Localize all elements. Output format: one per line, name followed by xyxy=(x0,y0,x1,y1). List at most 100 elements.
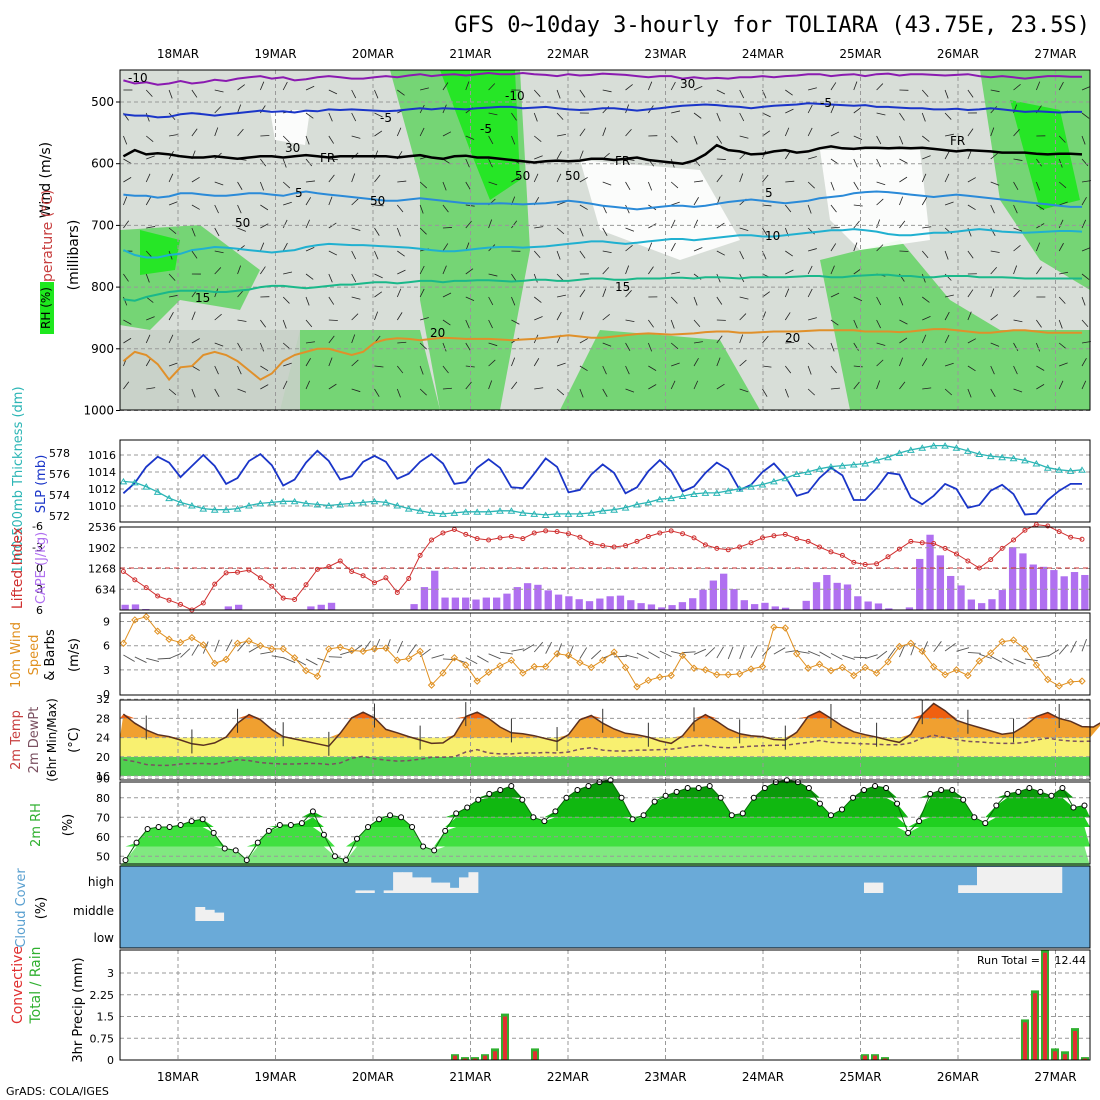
temp-hot-area xyxy=(120,703,1100,719)
wind-barb xyxy=(214,388,220,398)
wind-barb xyxy=(1013,365,1018,375)
rh-marker xyxy=(894,800,901,807)
cape-bar xyxy=(1070,572,1079,610)
wind-barb xyxy=(625,388,635,393)
wind-barb xyxy=(625,290,632,298)
wind-barb xyxy=(328,174,335,183)
wind-barb xyxy=(351,173,356,183)
wind-barb xyxy=(511,319,520,325)
cloud-cell xyxy=(1014,867,1025,893)
tick-label: 800 xyxy=(91,280,114,294)
rh-band xyxy=(120,817,1090,827)
lifted-index-marker xyxy=(166,597,172,603)
wind-speed-marker xyxy=(941,670,949,679)
wind-barb xyxy=(853,181,859,190)
wind-barb xyxy=(647,81,653,91)
wind-speed-marker xyxy=(599,656,607,664)
wind-speed-marker xyxy=(850,671,858,680)
thickness-marker xyxy=(918,444,927,451)
wind-speed-marker xyxy=(678,651,687,660)
wind-barb xyxy=(1013,204,1018,214)
wind-barb xyxy=(739,296,749,300)
rh-marker xyxy=(276,822,283,829)
wind-speed-marker xyxy=(165,635,173,643)
surface-wind-barb xyxy=(887,647,896,659)
wind-barb xyxy=(716,174,723,183)
credit-label: GrADS: COLA/IGES xyxy=(6,1085,109,1098)
cape-bar xyxy=(977,603,986,610)
surface-wind-barb xyxy=(967,651,981,654)
wind-barb xyxy=(488,112,498,116)
tick-label: 900 xyxy=(91,342,114,356)
wind-barb xyxy=(214,250,224,254)
wind-barb xyxy=(876,319,881,329)
wind-barb xyxy=(807,104,813,114)
wind-barb xyxy=(533,358,540,367)
cloud-cell xyxy=(383,890,394,893)
wind-barb xyxy=(830,365,837,374)
wind-barb xyxy=(146,155,155,160)
wind-barb xyxy=(396,288,402,298)
wind-barb xyxy=(191,250,198,259)
wind-barb xyxy=(579,177,588,183)
wind-barb xyxy=(670,219,676,229)
cape-bar xyxy=(1060,576,1068,610)
wind-barb xyxy=(146,387,156,390)
lifted-index-marker xyxy=(520,536,526,542)
cloud-cell xyxy=(1033,867,1044,893)
wind-barb xyxy=(123,158,132,164)
rh-marker xyxy=(199,816,206,823)
cape-bar xyxy=(637,603,645,610)
tick-label: 572 xyxy=(49,510,70,523)
cape-bar xyxy=(616,595,625,610)
rh-marker xyxy=(486,790,493,797)
wind-barb xyxy=(465,296,475,302)
rh-area xyxy=(280,330,440,410)
wind-barb xyxy=(899,196,904,206)
tick-label: high xyxy=(88,875,114,889)
wind-barb xyxy=(328,196,333,206)
wind-speed-marker xyxy=(1021,645,1029,653)
precip-conv-bar xyxy=(1033,993,1037,1060)
wind-barb xyxy=(259,342,265,352)
wind-barb xyxy=(602,342,612,347)
wind-barb xyxy=(488,359,496,367)
panel-frame xyxy=(119,949,1091,1061)
precip-conv-bar xyxy=(1083,1058,1087,1060)
wind-barb xyxy=(693,247,703,252)
date-label-top: 27MAR xyxy=(1034,47,1076,61)
wind-barb xyxy=(146,316,155,321)
date-label-bottom: 26MAR xyxy=(937,1070,979,1084)
wind-barb xyxy=(442,227,452,229)
wind-barb xyxy=(876,296,882,306)
wind-barb xyxy=(397,180,407,183)
wind-barb xyxy=(191,128,198,137)
wind-barb xyxy=(556,89,561,99)
wind-barb xyxy=(648,365,657,371)
wind-barb xyxy=(556,362,566,367)
temp-line xyxy=(122,702,1100,748)
wind-barb xyxy=(396,204,404,213)
wind-barb xyxy=(534,226,544,229)
cloud-cell xyxy=(364,890,375,893)
lifted-index-marker xyxy=(429,537,435,543)
wind-barb xyxy=(579,89,586,98)
wind-barb xyxy=(442,181,447,191)
wind-barb xyxy=(921,358,928,367)
wind-barb xyxy=(419,342,427,350)
wind-barb xyxy=(442,265,447,275)
wind-speed-marker xyxy=(975,657,984,665)
surface-wind-barb xyxy=(545,641,552,654)
wind-barb xyxy=(168,89,173,99)
wind-barb xyxy=(1013,84,1021,91)
wind-barb xyxy=(944,250,949,260)
thickness-marker xyxy=(302,499,310,507)
panel-frame xyxy=(119,612,1091,696)
surface-wind-barb xyxy=(921,641,929,654)
cape-bar xyxy=(441,597,449,610)
wind-barb xyxy=(1058,81,1064,91)
wind-speed-marker xyxy=(747,665,755,673)
wind-barb xyxy=(419,181,428,189)
wind-barb xyxy=(237,289,244,298)
wind-barb xyxy=(602,365,607,375)
